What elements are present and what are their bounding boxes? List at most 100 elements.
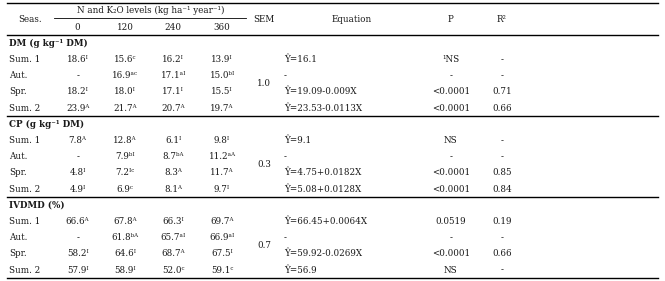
Text: 7.2ᴵᶜ: 7.2ᴵᶜ — [115, 168, 134, 177]
Text: Ŷ=59.92-0.0269X: Ŷ=59.92-0.0269X — [284, 250, 362, 259]
Text: 19.7ᴬ: 19.7ᴬ — [210, 104, 234, 113]
Text: -: - — [501, 266, 503, 275]
Text: 67.5ᴵ: 67.5ᴵ — [211, 250, 233, 259]
Text: 11.2ᵃᴬ: 11.2ᵃᴬ — [208, 152, 235, 161]
Text: -: - — [450, 152, 452, 161]
Text: Aut.: Aut. — [9, 152, 28, 161]
Text: CP (g kg⁻¹ DM): CP (g kg⁻¹ DM) — [9, 120, 84, 129]
Text: 59.1ᶜ: 59.1ᶜ — [211, 266, 233, 275]
Text: 1.0: 1.0 — [257, 79, 271, 88]
Text: -: - — [501, 55, 503, 64]
Text: 9.7ᴵ: 9.7ᴵ — [214, 185, 230, 194]
Text: -: - — [501, 152, 503, 161]
Text: 0.0519: 0.0519 — [436, 217, 466, 226]
Text: <0.0001: <0.0001 — [432, 185, 470, 194]
Text: 66.6ᴬ: 66.6ᴬ — [66, 217, 90, 226]
Text: 23.9ᴬ: 23.9ᴬ — [66, 104, 89, 113]
Text: Sum. 2: Sum. 2 — [9, 266, 41, 275]
Text: -: - — [284, 152, 287, 161]
Text: Ŷ=19.09-0.009X: Ŷ=19.09-0.009X — [284, 87, 356, 96]
Text: 15.6ᶜ: 15.6ᶜ — [114, 55, 136, 64]
Text: 64.6ᴵ: 64.6ᴵ — [114, 250, 136, 259]
Text: N and K₂O levels (kg ha⁻¹ year⁻¹): N and K₂O levels (kg ha⁻¹ year⁻¹) — [76, 6, 224, 15]
Text: 21.7ᴬ: 21.7ᴬ — [113, 104, 137, 113]
Text: 69.7ᴬ: 69.7ᴬ — [210, 217, 234, 226]
Text: Ŷ=56.9: Ŷ=56.9 — [284, 266, 317, 275]
Text: 18.2ᴵ: 18.2ᴵ — [66, 87, 88, 96]
Text: 8.7ᵇᴬ: 8.7ᵇᴬ — [162, 152, 184, 161]
Text: Sum. 1: Sum. 1 — [9, 136, 41, 145]
Text: Ŷ=16.1: Ŷ=16.1 — [284, 55, 317, 64]
Text: 9.8ᴵ: 9.8ᴵ — [214, 136, 230, 145]
Text: 0.7: 0.7 — [257, 241, 271, 250]
Text: 12.8ᴬ: 12.8ᴬ — [113, 136, 137, 145]
Text: -: - — [76, 71, 79, 80]
Text: 8.1ᴬ: 8.1ᴬ — [164, 185, 182, 194]
Text: 11.7ᴬ: 11.7ᴬ — [210, 168, 234, 177]
Text: Seas.: Seas. — [19, 15, 43, 24]
Text: -: - — [501, 233, 503, 242]
Text: Spr.: Spr. — [9, 250, 27, 259]
Text: SEM: SEM — [253, 15, 275, 24]
Text: -: - — [501, 136, 503, 145]
Text: 20.7ᴬ: 20.7ᴬ — [162, 104, 185, 113]
Text: Sum. 1: Sum. 1 — [9, 217, 41, 226]
Text: 8.3ᴬ: 8.3ᴬ — [164, 168, 182, 177]
Text: -: - — [450, 71, 452, 80]
Text: 58.2ᴵ: 58.2ᴵ — [66, 250, 88, 259]
Text: Ŷ=23.53-0.0113X: Ŷ=23.53-0.0113X — [284, 104, 362, 113]
Text: 0.3: 0.3 — [257, 160, 271, 169]
Text: <0.0001: <0.0001 — [432, 104, 470, 113]
Text: Aut.: Aut. — [9, 233, 28, 242]
Text: 4.8ᴵ: 4.8ᴵ — [70, 168, 86, 177]
Text: Sum. 2: Sum. 2 — [9, 104, 41, 113]
Text: -: - — [284, 233, 287, 242]
Text: Spr.: Spr. — [9, 168, 27, 177]
Text: 15.5ᴵ: 15.5ᴵ — [211, 87, 233, 96]
Text: 52.0ᶜ: 52.0ᶜ — [162, 266, 184, 275]
Text: 0.19: 0.19 — [492, 217, 511, 226]
Text: 0.85: 0.85 — [492, 168, 511, 177]
Text: 58.9ᴵ: 58.9ᴵ — [114, 266, 136, 275]
Text: Equation: Equation — [332, 15, 372, 24]
Text: 7.9ᵇᴵ: 7.9ᵇᴵ — [115, 152, 135, 161]
Text: 66.3ᴵ: 66.3ᴵ — [162, 217, 184, 226]
Text: 0.66: 0.66 — [492, 250, 512, 259]
Text: 360: 360 — [213, 22, 230, 31]
Text: 7.8ᴬ: 7.8ᴬ — [68, 136, 86, 145]
Text: -: - — [284, 71, 287, 80]
Text: Aut.: Aut. — [9, 71, 28, 80]
Text: NS: NS — [444, 266, 458, 275]
Text: 67.8ᴬ: 67.8ᴬ — [113, 217, 137, 226]
Text: P: P — [448, 15, 454, 24]
Text: 66.9ᵃᴵ: 66.9ᵃᴵ — [209, 233, 235, 242]
Text: 120: 120 — [116, 22, 134, 31]
Text: IVDMD (%): IVDMD (%) — [9, 201, 65, 210]
Text: Ŷ=4.75+0.0182X: Ŷ=4.75+0.0182X — [284, 168, 361, 177]
Text: 0.84: 0.84 — [492, 185, 512, 194]
Text: 57.9ᴵ: 57.9ᴵ — [67, 266, 88, 275]
Text: 0.66: 0.66 — [492, 104, 512, 113]
Text: 6.9ᶜ: 6.9ᶜ — [116, 185, 134, 194]
Text: 17.1ᵃᴵ: 17.1ᵃᴵ — [160, 71, 186, 80]
Text: <0.0001: <0.0001 — [432, 168, 470, 177]
Text: 13.9ᴵ: 13.9ᴵ — [211, 55, 233, 64]
Text: ¹NS: ¹NS — [442, 55, 460, 64]
Text: <0.0001: <0.0001 — [432, 87, 470, 96]
Text: 4.9ᴵ: 4.9ᴵ — [70, 185, 86, 194]
Text: Ŷ=66.45+0.0064X: Ŷ=66.45+0.0064X — [284, 217, 367, 226]
Text: -: - — [76, 152, 79, 161]
Text: 15.0ᵇᴵ: 15.0ᵇᴵ — [209, 71, 235, 80]
Text: 17.1ᴵ: 17.1ᴵ — [162, 87, 184, 96]
Text: -: - — [450, 233, 452, 242]
Text: DM (g kg⁻¹ DM): DM (g kg⁻¹ DM) — [9, 39, 88, 48]
Text: Ŷ=9.1: Ŷ=9.1 — [284, 136, 311, 145]
Text: 61.8ᵇᴬ: 61.8ᵇᴬ — [111, 233, 138, 242]
Text: Sum. 2: Sum. 2 — [9, 185, 41, 194]
Text: 240: 240 — [165, 22, 182, 31]
Text: 18.0ᴵ: 18.0ᴵ — [114, 87, 136, 96]
Text: R²: R² — [497, 15, 507, 24]
Text: 18.6ᴵ: 18.6ᴵ — [66, 55, 88, 64]
Text: 16.2ᴵ: 16.2ᴵ — [162, 55, 184, 64]
Text: 65.7ᵃᴵ: 65.7ᵃᴵ — [160, 233, 186, 242]
